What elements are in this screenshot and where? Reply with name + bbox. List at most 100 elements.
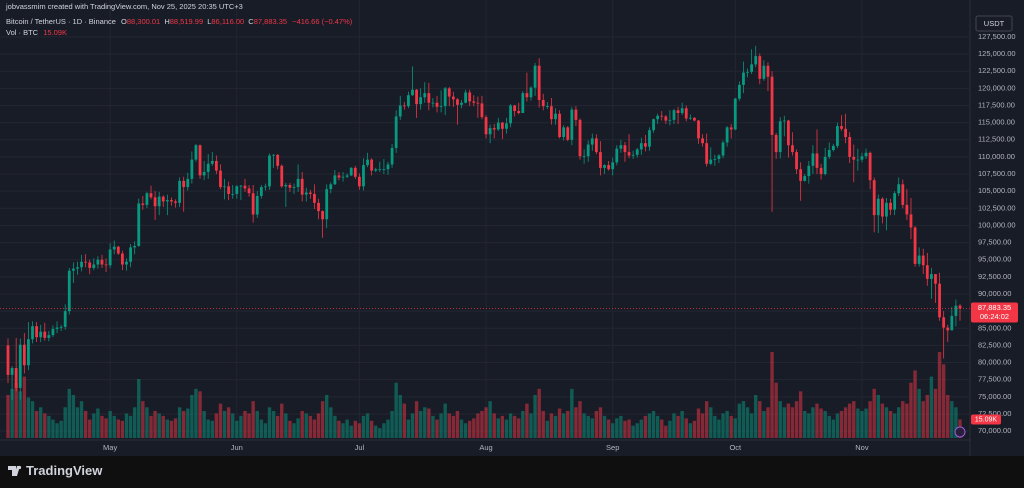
volume-bar: [324, 395, 329, 438]
volume-bar: [14, 382, 18, 438]
logo-mark: [8, 466, 20, 476]
ohlc-label: L: [207, 17, 211, 26]
candle-body: [235, 186, 239, 194]
candle-body: [934, 274, 937, 284]
candle-body: [92, 264, 96, 268]
ohlc-label: O: [121, 17, 127, 26]
candle-body: [76, 267, 79, 269]
candle-body: [468, 92, 472, 102]
volume-bar: [431, 415, 435, 438]
volume-bar: [463, 423, 468, 438]
volume-bar: [680, 410, 684, 438]
candle-body: [550, 106, 553, 120]
y-tick-label: 97,500.00: [978, 238, 1011, 247]
candle-body: [239, 185, 243, 187]
volume-bar: [83, 410, 88, 438]
candle-body: [541, 100, 545, 107]
candle-body: [774, 134, 778, 153]
volume-bar: [435, 419, 439, 438]
volume-bar: [954, 407, 958, 438]
candle-body: [872, 180, 876, 216]
candle-body: [721, 142, 725, 156]
candle-body: [893, 193, 897, 210]
y-tick-label: 107,500.00: [978, 169, 1016, 178]
candle-body: [247, 188, 251, 194]
candle-body: [693, 117, 696, 121]
volume-bar: [214, 413, 219, 438]
candle-body: [558, 113, 561, 138]
volume-bar: [725, 410, 729, 438]
candle-body: [255, 195, 259, 215]
candle-body: [815, 153, 819, 168]
volume-bar: [47, 415, 51, 438]
candle-body: [284, 185, 288, 187]
volume-bar: [275, 415, 280, 438]
candle-body: [856, 159, 860, 161]
volume-bar: [406, 419, 411, 438]
candle-body: [582, 156, 586, 158]
candle-body: [697, 120, 700, 139]
currency[interactable]: USDT: [984, 19, 1005, 28]
candle-body: [652, 119, 655, 131]
volume-bar: [504, 419, 509, 438]
volume-bar: [933, 388, 938, 438]
candle-body: [827, 150, 831, 157]
volume-bar: [488, 401, 492, 438]
volume-bar: [884, 407, 889, 438]
volume-bar: [921, 401, 925, 438]
volume-bar: [807, 413, 811, 438]
candle-body: [51, 328, 55, 336]
volume-bar: [296, 418, 300, 438]
candle-body: [860, 156, 864, 160]
candle-body: [942, 317, 946, 328]
volume-bar: [872, 388, 876, 438]
volume-bar: [827, 415, 831, 438]
logo: TradingView: [8, 463, 103, 478]
candle-body: [672, 110, 676, 120]
volume-bar: [721, 413, 725, 438]
volume-bar: [186, 408, 190, 438]
volume-bar: [794, 401, 799, 438]
candle-body: [276, 154, 280, 166]
volume-bar: [304, 413, 308, 438]
volume-bar: [582, 413, 586, 438]
volume-bar: [831, 419, 836, 438]
volume-bar: [635, 423, 639, 438]
volume-pane: [6, 352, 962, 438]
candle-body: [100, 259, 104, 265]
candle-body: [578, 119, 582, 157]
candle-body: [509, 105, 512, 124]
candle-body: [938, 283, 941, 318]
volume-bar: [700, 413, 705, 438]
volume-bar: [63, 407, 67, 438]
volume-bar: [913, 370, 917, 438]
volume-bar: [492, 413, 496, 438]
volume-bar: [594, 410, 599, 438]
events-badge[interactable]: [954, 426, 966, 438]
volume-bar: [692, 420, 697, 438]
candle-body: [525, 93, 529, 98]
candle-body: [264, 186, 267, 188]
volume-bar: [410, 413, 415, 438]
candle-body: [190, 159, 194, 179]
volume-bar: [267, 407, 272, 438]
candle-body: [840, 126, 843, 129]
candle-body: [758, 56, 762, 79]
volume-bar: [198, 391, 202, 438]
volume-bar: [713, 415, 717, 438]
candle-body: [386, 164, 390, 170]
volume-bar: [868, 401, 872, 438]
volume-bar: [247, 413, 251, 438]
volume-bar: [566, 410, 570, 438]
volume-bar: [880, 403, 885, 438]
volume-bar: [664, 425, 668, 438]
candle-body: [607, 165, 611, 170]
candle-body: [451, 96, 455, 100]
candle-body: [701, 138, 704, 144]
currency-box[interactable]: [975, 15, 1013, 32]
volume-bar: [684, 418, 688, 438]
volume-bar: [418, 410, 423, 438]
candle-body: [14, 368, 18, 388]
candle-body: [889, 202, 892, 210]
candle-body: [227, 186, 231, 194]
